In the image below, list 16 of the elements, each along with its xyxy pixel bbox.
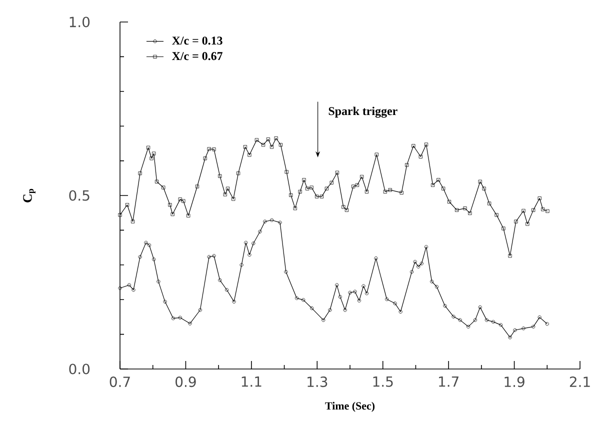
x-tick-label: 1.9 [504,376,524,388]
x-tick-label: 1.3 [308,376,328,388]
y-tick-label: 1.0 [70,16,90,28]
x-axis-title: Time (Sec) [325,402,375,412]
x-tick-label: 1.1 [242,376,262,387]
x-tick-label: 0.9 [176,376,196,388]
x-tick-label: 1.5 [373,376,393,387]
x-tick-label: 2.1 [570,376,590,387]
x-tick-label: 1.7 [439,376,458,387]
legend-label: X/c = 0.13 [172,36,222,45]
x-tick-label: 0.7 [110,376,130,388]
annotation: Spark trigger [328,106,398,118]
y-axis-title: C$_{p}$ [23,188,36,202]
y-tick-label: 0.0 [69,364,90,374]
legend-label: X/c = 0.67 [172,52,222,60]
y-tick-label: 0.5 [69,190,90,201]
